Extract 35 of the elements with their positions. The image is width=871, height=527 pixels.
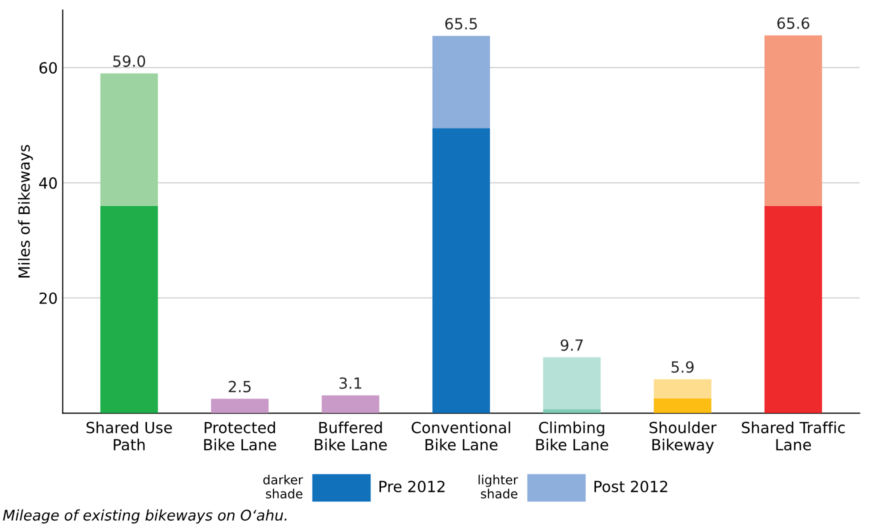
x-tick-label: Buffered Bike Lane xyxy=(314,422,387,450)
bar xyxy=(654,398,712,414)
x-tick-label: Shared Use Path xyxy=(86,422,172,450)
total-label: 9.7 xyxy=(560,339,583,351)
y-tick-label: 60 xyxy=(39,62,57,74)
bar xyxy=(764,206,822,414)
bar xyxy=(100,73,158,206)
total-label: 3.1 xyxy=(340,377,362,389)
text: lighter shade xyxy=(478,474,518,498)
x-tick-label: Protected Bike Lane xyxy=(204,422,276,450)
y-tick-label: 40 xyxy=(39,177,57,189)
bar xyxy=(322,395,380,414)
bar xyxy=(654,379,712,398)
legend-label: Post 2012 xyxy=(594,480,668,492)
bar xyxy=(432,36,490,128)
text: darker shade xyxy=(263,474,303,498)
bar xyxy=(432,128,490,414)
bar xyxy=(764,35,822,206)
y-tick-label: 20 xyxy=(40,292,57,304)
x-tick-label: Shoulder Bikeway xyxy=(650,422,717,454)
total-label: 59.0 xyxy=(113,55,146,67)
x-tick-label: Conventional Bike Lane xyxy=(412,422,510,450)
x-tick-label: Climbing Bike Lane xyxy=(536,422,608,450)
legend-label: Pre 2012 xyxy=(380,480,444,492)
total-label: 65.6 xyxy=(777,17,810,29)
bar xyxy=(100,206,158,414)
bar xyxy=(543,409,601,414)
total-label: 65.5 xyxy=(445,18,477,30)
text: Mileage of existing bikeways on O‘ahu. xyxy=(3,509,286,524)
y-axis-title: Miles of Bikeways xyxy=(18,144,33,278)
total-label: 2.5 xyxy=(228,380,251,392)
total-label: 5.9 xyxy=(672,361,694,373)
bar xyxy=(543,357,601,410)
x-tick-label: Shared Traffic Lane xyxy=(742,422,845,450)
bar xyxy=(211,398,269,414)
